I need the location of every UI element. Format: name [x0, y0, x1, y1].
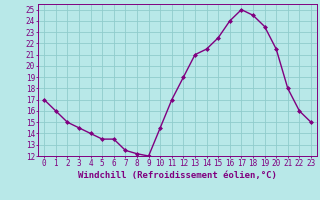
X-axis label: Windchill (Refroidissement éolien,°C): Windchill (Refroidissement éolien,°C): [78, 171, 277, 180]
